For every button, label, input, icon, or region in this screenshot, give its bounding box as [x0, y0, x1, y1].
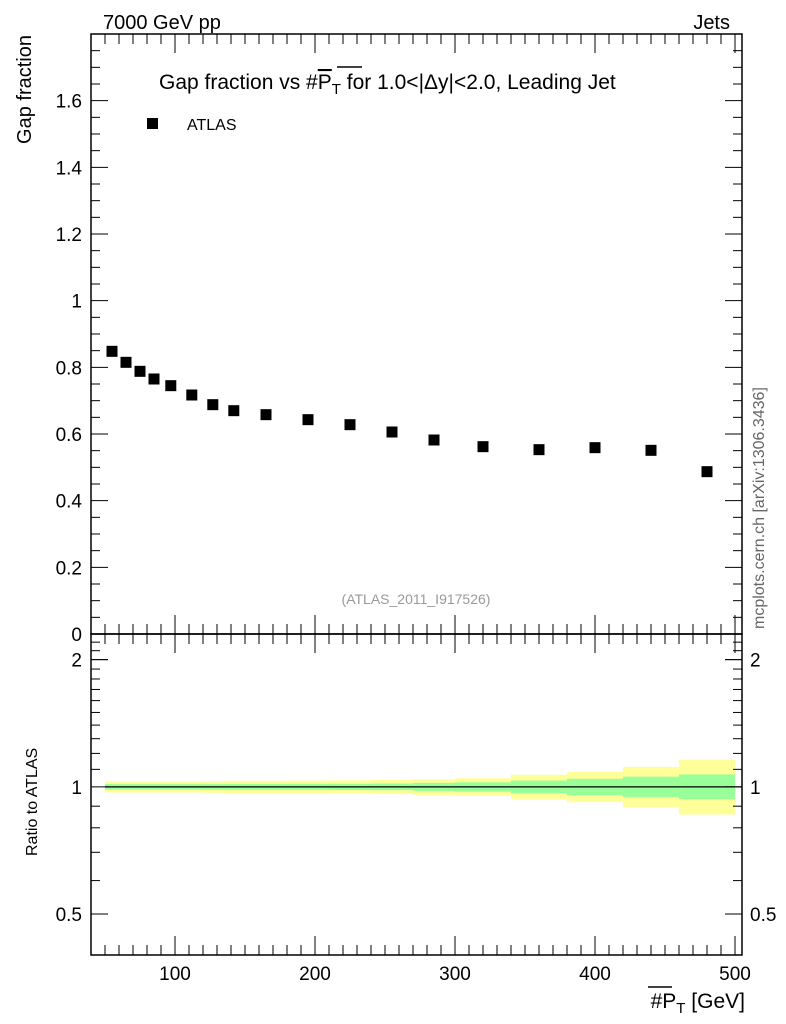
- ratio-ylabel: Ratio to ATLAS: [24, 748, 41, 856]
- ratio-ytick-labels: 0.5 0.5 1 1 2 2: [56, 651, 777, 926]
- main-ylabel: Gap fraction: [14, 35, 36, 144]
- ratio-ytick-label-right: 1: [750, 778, 761, 799]
- main-ytick-label: 0.8: [56, 358, 82, 379]
- ratio-plot-panel: 0.5 0.5 1 1 2 2 100 200 300 400 500 #PT [GeV]: [56, 633, 777, 1017]
- main-ytick-label: 1: [71, 292, 82, 313]
- chart-title-main: Gap fraction vs #: [159, 71, 318, 94]
- xlabel-unit: [GeV]: [685, 990, 745, 1013]
- atlas-data-point: [260, 409, 272, 421]
- atlas-data-point: [533, 444, 545, 456]
- xtick-label: 500: [719, 964, 751, 985]
- main-ytick-label: 1.6: [56, 92, 82, 113]
- main-ytick-label: 0.4: [56, 492, 83, 513]
- main-ytick-label: 1.4: [56, 158, 83, 179]
- main-ytick-label: 0: [71, 625, 82, 646]
- xtick-label: 400: [579, 964, 611, 985]
- atlas-data-point: [186, 389, 198, 401]
- xtick-label: 300: [439, 964, 471, 985]
- xtick-label: 100: [159, 964, 191, 985]
- main-axis-ticks: [91, 33, 742, 635]
- atlas-data-point: [589, 442, 601, 454]
- chart-title-subscript: T: [332, 81, 341, 98]
- xlabel-symbol: P: [662, 990, 676, 1013]
- xtick-label: 200: [299, 964, 331, 985]
- atlas-data-point: [428, 434, 440, 446]
- atlas-data-point: [207, 399, 219, 411]
- atlas-data-point: [701, 466, 713, 478]
- ratio-ytick-label-left: 1: [71, 778, 82, 799]
- main-ytick-label: 0.6: [56, 425, 82, 446]
- category-label: Jets: [693, 12, 730, 34]
- energy-label: 7000 GeV pp: [103, 12, 221, 34]
- ratio-ytick-label-left: 0.5: [56, 905, 82, 926]
- main-ytick-labels: 0 0.2 0.4 0.6 0.8 1 1.2 1.4 1.6: [56, 92, 83, 646]
- chart-title: Gap fraction vs #PT for 1.0<|Δy|<2.0, Le…: [159, 71, 616, 98]
- atlas-data-point: [344, 419, 356, 431]
- ratio-ytick-label-right: 0.5: [750, 905, 776, 926]
- legend-label-atlas: ATLAS: [187, 117, 237, 134]
- analysis-watermark: (ATLAS_2011_I917526): [342, 591, 491, 607]
- atlas-data-point: [645, 444, 657, 456]
- atlas-data-point: [148, 373, 160, 385]
- atlas-data-point: [106, 345, 118, 357]
- atlas-data-point: [165, 380, 177, 392]
- atlas-data-point: [302, 414, 314, 426]
- ratio-axis-ticks: [91, 634, 742, 955]
- xlabel-subscript: T: [676, 1000, 685, 1017]
- atlas-data-point: [477, 441, 489, 453]
- side-watermark: mcplots.cern.ch [arXiv:1306.3436]: [751, 387, 768, 629]
- ratio-frame: [90, 633, 743, 956]
- main-plot-panel: 0 0.2 0.4 0.6 0.8 1 1.2 1.4 1.6 Gap fraction vs …: [56, 33, 743, 646]
- xlabel-prefix: #: [651, 990, 663, 1013]
- atlas-data-points: [106, 345, 713, 478]
- atlas-data-point: [134, 365, 146, 377]
- main-ytick-label: 0.2: [56, 558, 82, 579]
- xtick-labels: 100 200 300 400 500: [159, 964, 751, 985]
- chart-title-symbol: P: [318, 71, 332, 94]
- ratio-ytick-label-left: 2: [71, 651, 82, 672]
- chart-title-rest: for 1.0<|Δy|<2.0, Leading Jet: [341, 71, 616, 94]
- atlas-data-point: [386, 426, 398, 438]
- atlas-data-point: [120, 356, 132, 368]
- legend-marker-atlas: [147, 118, 158, 129]
- ratio-ytick-label-right: 2: [750, 651, 761, 672]
- x-axis-title: #PT [GeV]: [651, 990, 745, 1017]
- atlas-data-point: [228, 405, 240, 417]
- main-ytick-label: 1.2: [56, 225, 82, 246]
